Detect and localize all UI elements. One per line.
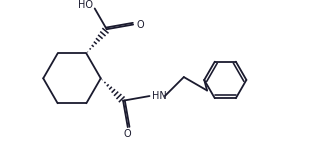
Text: HN: HN [152, 91, 166, 101]
Text: O: O [124, 129, 131, 139]
Text: HO: HO [77, 0, 93, 10]
Text: O: O [136, 20, 144, 30]
